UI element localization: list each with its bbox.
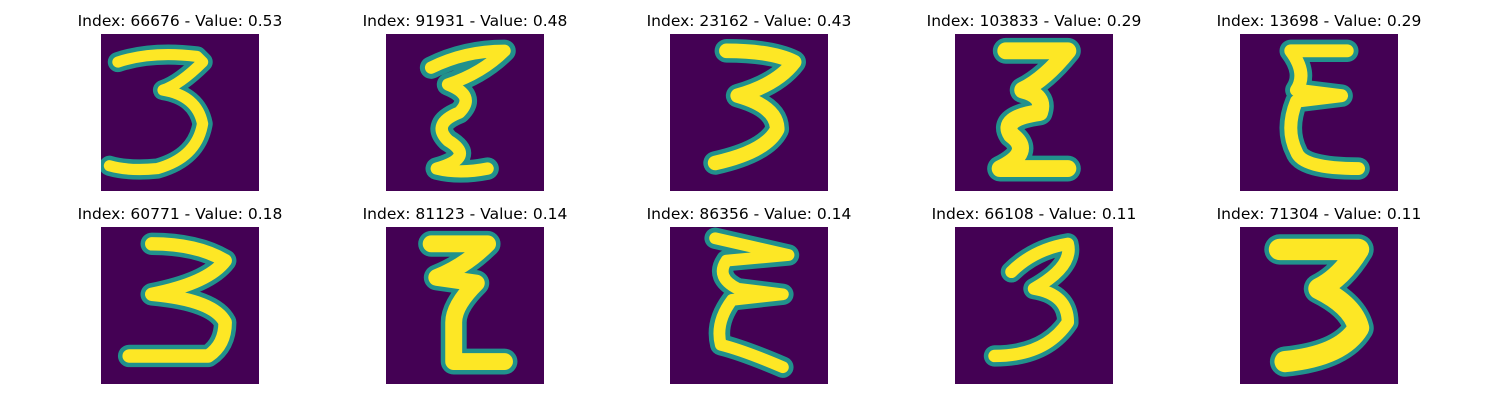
panel-3: Index: 23162 - Value: 0.43 [619, 9, 879, 191]
digit-image [670, 34, 828, 191]
handwritten-digit-3-image [987, 37, 1081, 182]
panel-title: Index: 60771 - Value: 0.18 [77, 205, 283, 223]
panel-title: Index: 23162 - Value: 0.43 [646, 12, 852, 30]
handwritten-digit-3-image [1279, 39, 1370, 180]
panel-title: Index: 71304 - Value: 0.11 [1216, 205, 1422, 223]
digit-image [670, 227, 828, 384]
panel-2: Index: 91931 - Value: 0.48 [335, 9, 595, 191]
panel-8: Index: 86356 - Value: 0.14 [619, 202, 879, 384]
handwritten-digit-3-image [1264, 234, 1374, 377]
panel-title: Index: 86356 - Value: 0.14 [646, 205, 852, 223]
handwritten-digit-3-image [101, 44, 213, 180]
panel-title: Index: 66108 - Value: 0.11 [931, 205, 1137, 223]
panel-6: Index: 60771 - Value: 0.18 [50, 202, 310, 384]
panel-4: Index: 103833 - Value: 0.29 [904, 9, 1164, 191]
panel-title: Index: 81123 - Value: 0.14 [362, 205, 568, 223]
handwritten-digit-3-image [704, 227, 800, 378]
panel-10: Index: 71304 - Value: 0.11 [1189, 202, 1449, 384]
digit-image [1240, 227, 1398, 384]
digit-image [101, 227, 259, 384]
panel-1: Index: 66676 - Value: 0.53 [50, 9, 310, 191]
panel-title: Index: 66676 - Value: 0.53 [77, 12, 283, 30]
handwritten-digit-3-image [117, 232, 237, 368]
panel-title: Index: 13698 - Value: 0.29 [1216, 12, 1422, 30]
handwritten-digit-3-image [983, 233, 1080, 367]
panel-9: Index: 66108 - Value: 0.11 [904, 202, 1164, 384]
panel-7: Index: 81123 - Value: 0.14 [335, 202, 595, 384]
digit-image [955, 227, 1113, 384]
panel-title: Index: 91931 - Value: 0.48 [362, 12, 568, 30]
digit-image [386, 227, 544, 384]
panel-title: Index: 103833 - Value: 0.29 [926, 12, 1142, 30]
panel-5: Index: 13698 - Value: 0.29 [1189, 9, 1449, 191]
digit-image [101, 34, 259, 191]
digit-image [955, 34, 1113, 191]
digit-image [386, 34, 544, 191]
handwritten-digit-3-image [703, 39, 806, 175]
handwritten-digit-3-image [419, 39, 516, 183]
digit-image [1240, 34, 1398, 191]
handwritten-digit-3-image [418, 230, 518, 375]
